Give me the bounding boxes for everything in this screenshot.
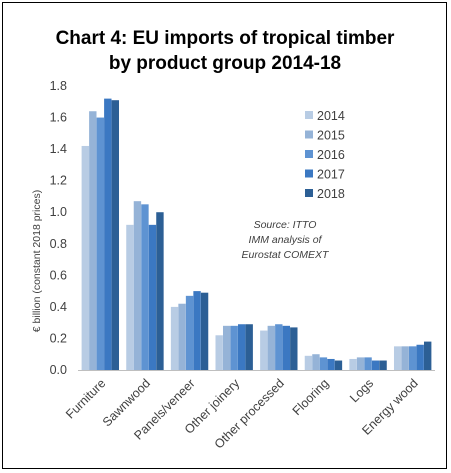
chart-title-line-1: Chart 4: EU imports of tropical timber [56,28,395,49]
bar-logs-2016 [364,357,372,370]
legend-label-2018: 2018 [317,187,345,201]
bar-panels-veneer-2015 [178,303,186,370]
bar-flooring-2016 [319,357,328,370]
bar-panels-veneer-2017 [193,291,201,370]
bar-sawnwood-2017 [148,224,157,370]
y-tick-label: 1.2 [50,174,67,188]
bar-furniture-2018 [111,100,120,370]
bar-other-joinery-2018 [245,324,253,370]
bar-sawnwood-2016 [141,204,149,370]
bar-other-processed-2015 [267,325,276,370]
legend-label-2015: 2015 [317,129,345,143]
bar-sawnwood-2018 [156,212,164,370]
legend-swatch-2018 [305,189,313,197]
bar-sawnwood-2015 [133,201,142,370]
chart-frame: Chart 4: EU imports of tropical timber b… [2,2,447,469]
legend-swatch-2016 [305,150,313,158]
bar-flooring-2017 [327,358,335,370]
bar-other-processed-2018 [290,327,298,370]
bar-panels-veneer-2018 [200,292,209,370]
bar-logs-2014 [349,358,357,370]
y-tick-label: 1.4 [50,142,67,156]
bar-logs-2018 [379,360,387,370]
y-axis-ticks: 0.0 0.2 0.4 0.6 0.8 1.0 1.2 1.4 1.6 1.8 [50,79,67,377]
legend-label-2017: 2017 [317,168,345,182]
bar-furniture-2016 [96,117,105,370]
bar-other-joinery-2017 [237,324,246,370]
source-note-line-2: IMM analysis of [249,234,323,246]
bar-energy-wood-2015 [401,346,409,370]
source-note-line-1: Source: ITTO [254,219,317,231]
bar-panels-veneer-2014 [170,306,179,370]
bar-energy-wood-2016 [408,346,417,370]
bar-sawnwood-2014 [126,224,134,370]
bar-panels-veneer-2016 [185,295,194,370]
bars [81,98,432,371]
bar-other-processed-2016 [275,324,283,370]
bar-other-joinery-2016 [230,325,238,370]
category-label: Logs [347,376,376,405]
y-tick-label: 0.4 [50,300,67,314]
bar-flooring-2014 [304,355,313,370]
bar-energy-wood-2017 [416,344,424,370]
bar-furniture-2015 [89,111,97,371]
bar-logs-2015 [356,357,365,370]
bar-furniture-2014 [81,145,90,370]
y-tick-label: 0.0 [50,363,67,377]
bar-other-processed-2014 [260,330,268,370]
chart-title-line-2: by product group 2014-18 [109,53,341,74]
source-note-line-3: Eurostat COMEXT [242,249,331,261]
y-tick-label: 1.6 [50,111,67,125]
bar-other-joinery-2015 [222,325,231,370]
category-label: Flooring [290,376,332,418]
legend-label-2014: 2014 [317,109,345,123]
y-tick-label: 1.8 [50,79,67,93]
bar-other-joinery-2014 [215,335,223,370]
y-tick-label: 0.6 [50,268,67,282]
bar-other-processed-2017 [282,325,291,370]
legend-swatch-2017 [305,169,313,178]
bar-chart: Chart 4: EU imports of tropical timber b… [31,28,435,452]
bar-flooring-2018 [334,360,343,370]
bar-energy-wood-2014 [393,346,402,370]
category-label: Furniture [63,376,108,421]
bar-energy-wood-2018 [423,341,432,370]
legend: 2014 2015 2016 2017 2018 [305,109,345,201]
y-tick-label: 0.2 [50,331,67,345]
bar-flooring-2015 [312,354,320,370]
legend-label-2016: 2016 [317,148,345,162]
bar-logs-2017 [371,360,380,370]
y-axis-label: € billion (constant 2018 prices) [31,190,43,332]
legend-swatch-2015 [305,130,313,139]
y-tick-label: 1.0 [50,205,67,219]
legend-swatch-2014 [305,111,313,119]
y-tick-label: 0.8 [50,237,67,251]
bar-furniture-2017 [104,98,112,371]
